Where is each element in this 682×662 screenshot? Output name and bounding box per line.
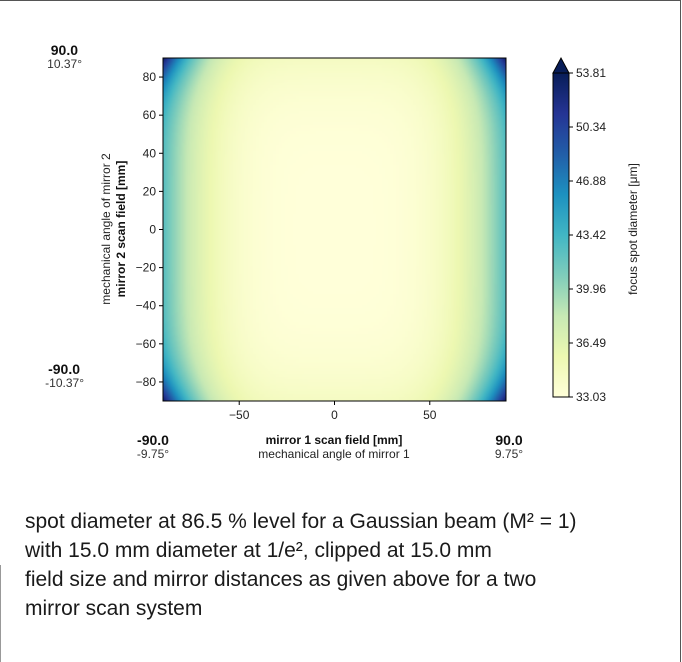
corner-bottom-left-angle: -10.37° (45, 376, 84, 390)
heatmap-chart: −50 0 50 −80 −60 −40 −20 0 20 40 60 80 53.81 50.34 46.… (45, 42, 640, 461)
y-tick-label: 60 (143, 108, 157, 122)
colorbar-label: focus spot diameter [μm] (626, 163, 640, 295)
y-tick-label: −40 (136, 299, 157, 313)
panel-left-rule (0, 565, 1, 662)
x-tick-label: 50 (423, 408, 437, 422)
corner-bottom-left-value: -90.0 (48, 361, 80, 377)
colorbar-tick-label: 33.03 (576, 390, 606, 404)
corner-bottom-x-left-value: -90.0 (137, 432, 169, 448)
y-axis-secondary-title: mechanical angle of mirror 2 (99, 153, 113, 305)
caption-line-2: with 15.0 mm diameter at 1/e², clipped a… (25, 539, 492, 562)
x-axis-title: mirror 1 scan field [mm] (266, 433, 403, 447)
colorbar-tick-label: 39.96 (576, 282, 606, 296)
colorbar-tick-label: 46.88 (576, 174, 606, 188)
corner-top-left-angle: 10.37° (47, 57, 82, 71)
colorbar-extend-arrow (552, 56, 570, 74)
y-tick-label: 80 (143, 70, 157, 84)
x-tick-label: 0 (331, 408, 338, 422)
colorbar-tick-label: 36.49 (576, 336, 606, 350)
y-tick-label: −60 (136, 337, 157, 351)
corner-bottom-x-right-angle: 9.75° (495, 447, 523, 461)
corner-bottom-x-right-value: 90.0 (495, 432, 522, 448)
y-tick-label: −80 (136, 375, 157, 389)
colorbar-tick-label: 53.81 (576, 66, 606, 80)
colorbar-tick-label: 50.34 (576, 120, 606, 134)
heatmap-field (163, 58, 506, 401)
caption: spot diameter at 86.5 % level for a Gaus… (25, 507, 665, 623)
colorbar (552, 72, 570, 398)
caption-line-1: spot diameter at 86.5 % level for a Gaus… (25, 510, 577, 533)
corner-bottom-x-left-angle: -9.75° (137, 447, 169, 461)
y-tick-label: 40 (143, 146, 157, 160)
y-tick-label: 0 (149, 223, 156, 237)
corner-top-left-value: 90.0 (51, 42, 78, 58)
caption-line-3: field size and mirror distances as given… (25, 568, 537, 591)
y-tick-label: −20 (136, 261, 157, 275)
caption-line-4: mirror scan system (25, 597, 203, 620)
colorbar-tick-label: 43.42 (576, 228, 606, 242)
y-tick-label: 20 (143, 184, 157, 198)
y-axis-title: mirror 2 scan field [mm] (114, 161, 128, 298)
x-tick-label: −50 (229, 408, 250, 422)
x-axis-secondary-title: mechanical angle of mirror 1 (258, 447, 410, 461)
